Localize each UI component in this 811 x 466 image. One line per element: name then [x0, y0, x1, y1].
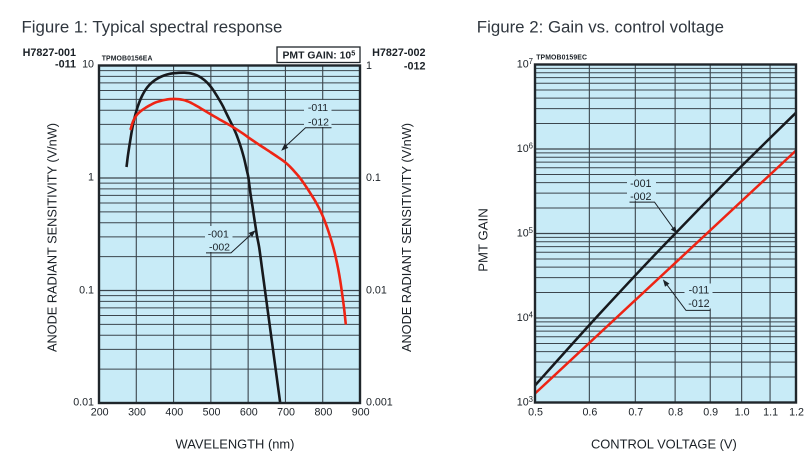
svg-text:-001: -001 [208, 229, 229, 241]
svg-text:Figure 1: Typical spectral res: Figure 1: Typical spectral response [22, 17, 283, 36]
svg-text:-002: -002 [630, 191, 651, 203]
svg-text:1.2: 1.2 [789, 406, 804, 418]
svg-text:0.1: 0.1 [366, 172, 381, 184]
svg-text:ANODE RADIANT SENSITIVITY (V/n: ANODE RADIANT SENSITIVITY (V/nW) [44, 123, 59, 352]
svg-text:10: 10 [82, 59, 94, 71]
svg-text:400: 400 [165, 406, 183, 418]
svg-text:200: 200 [91, 406, 109, 418]
svg-text:-011: -011 [689, 285, 710, 297]
svg-text:0.01: 0.01 [73, 396, 94, 408]
svg-text:600: 600 [240, 406, 258, 418]
svg-text:ANODE RADIANT SENSITIVITY (V/n: ANODE RADIANT SENSITIVITY (V/nW) [399, 123, 414, 352]
svg-text:-002: -002 [209, 241, 230, 253]
svg-text:Figure 2: Gain vs. control vol: Figure 2: Gain vs. control voltage [477, 17, 724, 36]
svg-text:107: 107 [517, 57, 533, 71]
svg-text:TPMOB0156EA: TPMOB0156EA [102, 56, 153, 63]
svg-text:900: 900 [352, 406, 370, 418]
svg-text:WAVELENGTH (nm): WAVELENGTH (nm) [176, 437, 295, 452]
svg-text:104: 104 [517, 311, 534, 325]
svg-text:1.0: 1.0 [735, 406, 750, 418]
svg-text:0.1: 0.1 [79, 284, 94, 296]
svg-text:H7827-001: H7827-001 [23, 47, 76, 59]
svg-text:0.001: 0.001 [366, 396, 393, 408]
svg-text:1: 1 [366, 60, 372, 72]
svg-text:0.5: 0.5 [528, 406, 543, 418]
svg-text:-012: -012 [308, 117, 329, 129]
svg-text:1: 1 [88, 172, 94, 184]
svg-text:0.8: 0.8 [668, 406, 683, 418]
svg-text:PMT GAIN: PMT GAIN [476, 208, 491, 272]
svg-text:300: 300 [128, 406, 146, 418]
svg-text:700: 700 [277, 406, 295, 418]
svg-text:-011: -011 [55, 59, 76, 71]
svg-text:0.7: 0.7 [628, 406, 643, 418]
svg-text:106: 106 [517, 142, 533, 156]
svg-text:1.1: 1.1 [763, 406, 778, 418]
svg-text:CONTROL VOLTAGE (V): CONTROL VOLTAGE (V) [591, 437, 737, 452]
svg-text:0.9: 0.9 [703, 406, 718, 418]
svg-text:TPMOB0159EC: TPMOB0159EC [536, 55, 587, 62]
svg-text:-001: -001 [630, 178, 651, 190]
svg-text:500: 500 [203, 406, 221, 418]
svg-text:H7827-002: H7827-002 [372, 47, 425, 59]
svg-text:0.6: 0.6 [582, 406, 597, 418]
svg-text:-012: -012 [688, 298, 709, 310]
svg-text:-011: -011 [308, 102, 328, 114]
svg-text:0.01: 0.01 [366, 284, 387, 296]
svg-text:800: 800 [314, 406, 332, 418]
svg-text:PMT GAIN: 105: PMT GAIN: 105 [283, 49, 356, 62]
svg-text:105: 105 [517, 226, 534, 240]
svg-text:-012: -012 [404, 60, 426, 72]
